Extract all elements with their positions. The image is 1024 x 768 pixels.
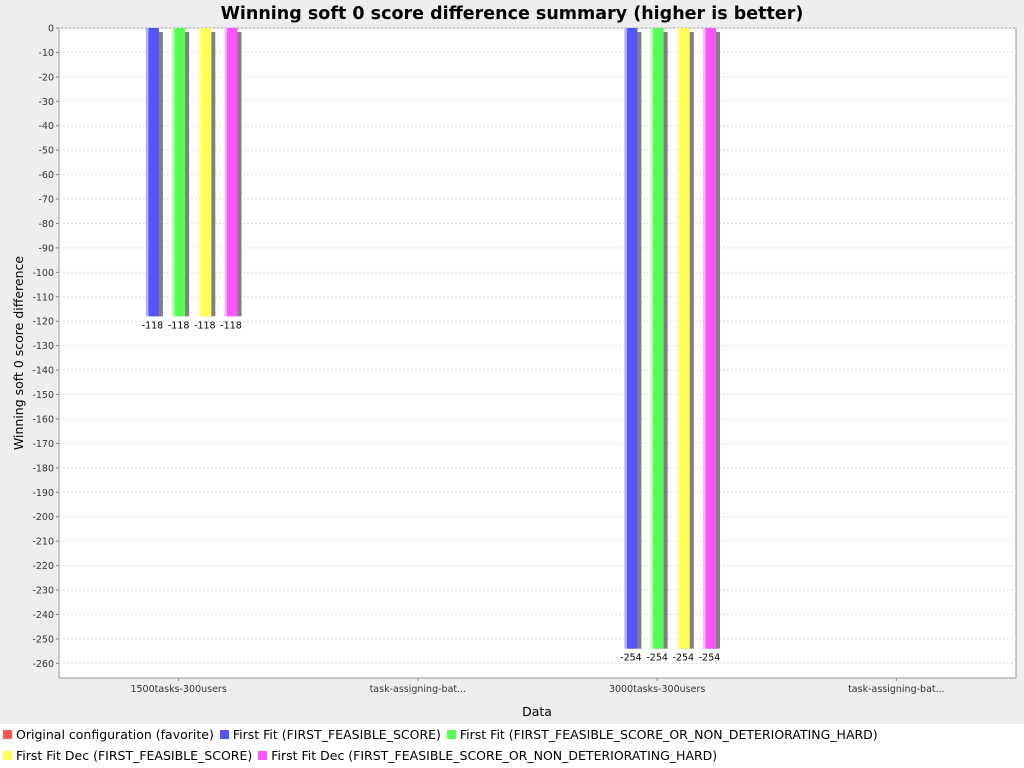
chart: Winning soft 0 score difference summary … bbox=[11, 4, 1017, 719]
legend-row: Original configuration (favorite) First … bbox=[0, 724, 1024, 745]
y-tick-label: -230 bbox=[32, 586, 54, 597]
y-tick-label: -90 bbox=[38, 243, 54, 254]
legend-item: First Fit (FIRST_FEASIBLE_SCORE_OR_NON_D… bbox=[446, 724, 878, 745]
x-tick-label: 1500tasks-300users bbox=[130, 684, 226, 695]
y-tick-label: -200 bbox=[32, 512, 54, 523]
y-tick-label: -190 bbox=[32, 488, 54, 499]
bar-highlight bbox=[624, 28, 627, 649]
y-tick-label: -20 bbox=[38, 72, 54, 83]
legend-label: First Fit Dec (FIRST_FEASIBLE_SCORE_OR_N… bbox=[271, 748, 718, 763]
y-tick-label: -40 bbox=[38, 121, 54, 132]
legend-label: First Fit (FIRST_FEASIBLE_SCORE) bbox=[232, 727, 441, 742]
plot-area bbox=[58, 27, 1017, 679]
y-tick-label: -260 bbox=[32, 659, 54, 670]
y-tick-label: -150 bbox=[32, 390, 54, 401]
legend-item: First Fit Dec (FIRST_FEASIBLE_SCORE_OR_N… bbox=[258, 745, 717, 766]
data-label: -118 bbox=[142, 320, 164, 331]
bars: -118 -118 -118 -118 -254 -254 -254 -254 bbox=[142, 28, 721, 664]
bar bbox=[676, 28, 690, 649]
y-axis-label: Winning soft 0 score difference bbox=[11, 256, 26, 450]
legend-label: First Fit (FIRST_FEASIBLE_SCORE_OR_NON_D… bbox=[459, 727, 878, 742]
bar bbox=[650, 28, 664, 649]
y-tick-label: -140 bbox=[32, 366, 54, 377]
y-tick-label: -70 bbox=[38, 195, 54, 206]
data-label: -254 bbox=[620, 653, 642, 664]
bar-highlight bbox=[172, 28, 175, 317]
data-label: -118 bbox=[220, 320, 242, 331]
legend-swatch bbox=[219, 730, 229, 739]
legend-label: Original configuration (favorite) bbox=[16, 727, 214, 742]
legend-item: Original configuration (favorite) bbox=[3, 724, 214, 745]
legend-item: First Fit (FIRST_FEASIBLE_SCORE) bbox=[219, 724, 441, 745]
x-tick-label: 3000tasks-300users bbox=[609, 684, 705, 695]
data-label: -118 bbox=[168, 320, 190, 331]
y-tick-label: -110 bbox=[32, 292, 54, 303]
bar-highlight bbox=[703, 28, 706, 649]
data-label: -254 bbox=[699, 653, 721, 664]
bar-highlight bbox=[145, 28, 149, 317]
data-label: -118 bbox=[194, 320, 216, 331]
legend-label: First Fit Dec (FIRST_FEASIBLE_SCORE) bbox=[16, 748, 253, 763]
y-tick-label: -170 bbox=[32, 439, 54, 450]
x-axis-label: Data bbox=[522, 704, 552, 719]
legend-swatch bbox=[3, 751, 12, 760]
x-tick-label: task-assigning-bat... bbox=[848, 684, 945, 695]
bar bbox=[145, 28, 159, 317]
bar-highlight bbox=[224, 28, 228, 317]
data-label: -254 bbox=[673, 653, 695, 664]
bar-highlight bbox=[676, 28, 680, 649]
y-tick-label: -30 bbox=[38, 97, 54, 108]
x-tick-label: task-assigning-bat... bbox=[370, 684, 467, 695]
bar bbox=[624, 28, 638, 649]
y-tick-label: -160 bbox=[32, 414, 54, 425]
y-tick-label: -50 bbox=[38, 146, 54, 157]
gridlines bbox=[59, 27, 1016, 664]
legend-swatch bbox=[258, 751, 268, 760]
y-tick-label: -220 bbox=[32, 561, 54, 572]
y-tick-label: -130 bbox=[32, 341, 54, 352]
y-tick-label: -10 bbox=[38, 48, 54, 59]
bar bbox=[198, 28, 212, 317]
y-axis: 0 -10 -20 -30 -40 -50 -60 -70 -80 -90 -100 -110 -120… bbox=[32, 24, 59, 670]
bar-highlight bbox=[650, 28, 654, 649]
y-tick-label: -60 bbox=[38, 170, 54, 181]
bar bbox=[224, 28, 238, 317]
y-tick-label: -210 bbox=[32, 537, 54, 548]
legend-swatch bbox=[446, 730, 456, 739]
legend-row: First Fit Dec (FIRST_FEASIBLE_SCORE) Fir… bbox=[0, 745, 1024, 766]
chart-title: Winning soft 0 score difference summary … bbox=[221, 4, 804, 24]
y-tick-label: 0 bbox=[48, 24, 54, 35]
legend-swatch bbox=[3, 730, 12, 739]
y-tick-label: -80 bbox=[38, 219, 54, 230]
x-axis: 1500tasks-300users task-assigning-bat... 3… bbox=[130, 678, 945, 695]
data-label: -254 bbox=[646, 653, 668, 664]
y-tick-label: -120 bbox=[32, 317, 54, 328]
y-tick-label: -180 bbox=[32, 463, 54, 474]
legend-item: First Fit Dec (FIRST_FEASIBLE_SCORE) bbox=[3, 745, 252, 766]
y-tick-label: -240 bbox=[32, 610, 54, 621]
legend: Original configuration (favorite) First … bbox=[0, 724, 1024, 768]
bar bbox=[172, 28, 186, 317]
bar-highlight bbox=[198, 28, 201, 317]
y-tick-label: -250 bbox=[32, 634, 54, 645]
y-tick-label: -100 bbox=[32, 268, 54, 279]
bar bbox=[703, 28, 717, 649]
